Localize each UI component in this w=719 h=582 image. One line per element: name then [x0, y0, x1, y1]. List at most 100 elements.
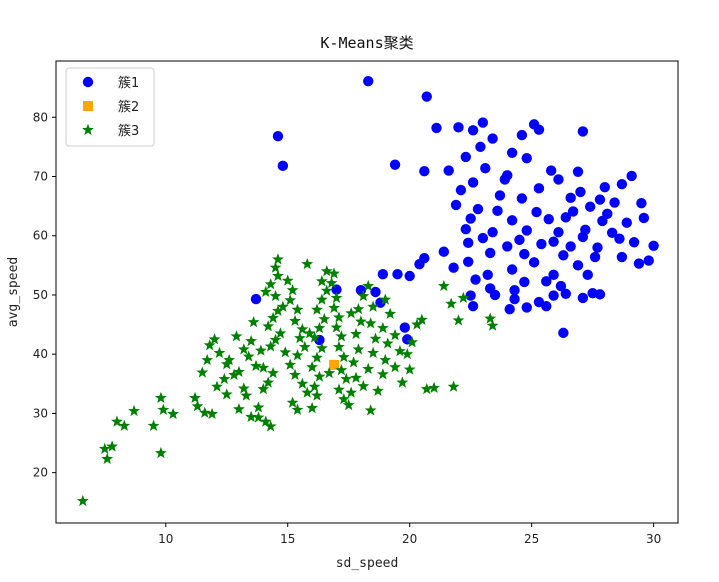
data-point — [384, 307, 397, 319]
data-point — [323, 366, 336, 379]
data-point — [311, 303, 323, 315]
data-point — [363, 75, 374, 87]
data-point — [337, 393, 350, 405]
data-point — [460, 151, 471, 163]
legend-box — [65, 67, 155, 147]
data-point — [333, 383, 345, 395]
data-point — [419, 165, 430, 177]
data-point — [472, 203, 484, 215]
data-point — [555, 280, 567, 292]
data-point — [477, 117, 489, 128]
data-point — [589, 251, 601, 263]
y-tick-label: 70 — [33, 170, 48, 184]
data-point — [311, 351, 323, 363]
data-point — [621, 217, 632, 228]
data-point — [289, 314, 301, 327]
data-point — [614, 233, 625, 244]
data-point — [431, 122, 442, 134]
data-point — [448, 262, 459, 273]
data-point — [313, 321, 326, 334]
data-point — [267, 311, 279, 324]
data-point — [255, 344, 267, 356]
data-point — [533, 124, 545, 135]
x-axis: 10 15 20 25 30 — [158, 523, 661, 546]
data-point — [516, 193, 528, 204]
data-point — [196, 366, 209, 378]
data-point — [465, 213, 476, 224]
data-point — [379, 293, 392, 305]
data-point — [213, 346, 226, 359]
data-point — [259, 285, 272, 298]
data-point — [638, 212, 650, 224]
data-point — [306, 361, 319, 373]
data-point — [298, 340, 311, 353]
data-point — [484, 247, 496, 259]
data-point — [438, 246, 450, 257]
data-point — [284, 358, 297, 370]
data-point — [201, 353, 214, 366]
data-point — [301, 257, 314, 270]
legend-label: 簇1 — [118, 76, 139, 91]
data-point — [545, 165, 557, 176]
data-point — [633, 258, 645, 269]
data-point — [489, 289, 501, 301]
data-point — [350, 371, 362, 383]
data-point — [364, 404, 377, 416]
data-point — [252, 401, 265, 413]
data-point — [575, 186, 586, 198]
data-point — [308, 331, 321, 343]
data-point — [247, 316, 260, 328]
data-point — [364, 317, 377, 329]
data-point — [291, 349, 304, 361]
data-point — [592, 242, 603, 253]
data-point — [272, 253, 284, 265]
data-point — [379, 353, 392, 366]
data-point — [494, 190, 506, 201]
data-point — [463, 256, 474, 267]
data-point — [567, 206, 579, 217]
data-point — [220, 388, 233, 400]
data-point — [415, 313, 428, 325]
data-point — [286, 396, 299, 408]
data-point — [269, 333, 282, 345]
data-point — [506, 215, 518, 226]
data-point — [101, 452, 114, 465]
y-tick-label: 60 — [33, 229, 48, 243]
data-point — [362, 279, 375, 292]
data-point — [548, 236, 559, 247]
data-point — [328, 267, 340, 279]
data-point — [565, 192, 576, 204]
data-point — [609, 197, 620, 208]
data-point — [521, 302, 532, 313]
data-point — [548, 290, 559, 301]
data-point — [345, 386, 358, 398]
data-point — [342, 398, 355, 411]
data-point — [548, 269, 559, 281]
data-point — [577, 292, 589, 304]
data-point — [198, 406, 211, 418]
y-axis: 20 30 40 50 60 70 80 — [33, 110, 56, 480]
data-point — [76, 494, 89, 507]
data-point — [577, 126, 589, 137]
data-point — [333, 340, 345, 353]
data-point — [286, 284, 299, 296]
data-point — [284, 294, 297, 306]
data-point — [504, 303, 515, 315]
data-point — [452, 314, 465, 326]
data-point — [411, 318, 423, 330]
data-point — [318, 313, 331, 325]
data-point — [228, 368, 240, 380]
data-point — [616, 251, 628, 263]
data-point — [337, 350, 350, 363]
data-point — [577, 231, 589, 243]
data-point — [531, 206, 542, 218]
data-point — [370, 286, 381, 298]
data-point — [106, 440, 118, 452]
data-point — [455, 184, 467, 196]
data-point — [313, 370, 326, 382]
data-point — [308, 380, 321, 392]
data-point — [111, 415, 123, 427]
data-point — [421, 91, 432, 102]
data-point — [381, 337, 394, 349]
data-point — [272, 131, 284, 142]
